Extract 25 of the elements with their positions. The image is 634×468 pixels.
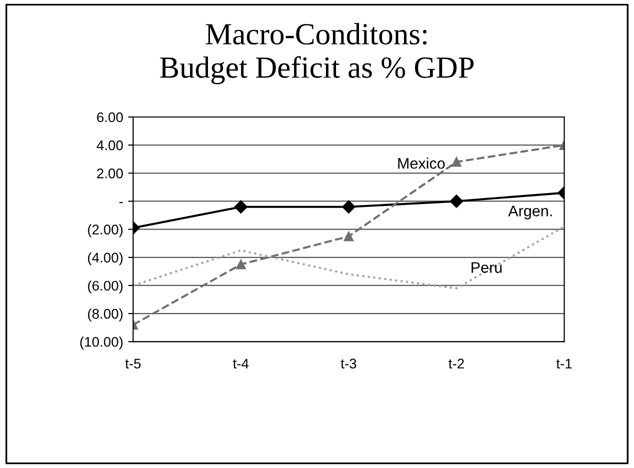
point xyxy=(234,200,248,214)
x-tick-label: t-5 xyxy=(125,358,141,369)
x-tick-label: t-1 xyxy=(556,358,572,368)
y-tick-label: - xyxy=(119,202,123,204)
point xyxy=(344,231,354,242)
y-tick-label: (4.00) xyxy=(88,252,123,266)
y-tick-label: 2.00 xyxy=(97,168,123,178)
point xyxy=(452,157,462,167)
point xyxy=(236,260,246,270)
series-label: Argen. xyxy=(508,206,552,220)
x-tick-label: t-3 xyxy=(340,358,356,369)
x-tick-label: t-4 xyxy=(233,358,249,368)
y-tick-label: 4.00 xyxy=(96,140,123,150)
chart-title: Macro-Conditons: Budget Deficit as % GDP xyxy=(160,23,474,84)
series-label: Mexico xyxy=(398,158,445,169)
y-tick-label: (10.00) xyxy=(80,336,123,350)
line-series xyxy=(133,225,564,290)
y-tick-label: (8.00) xyxy=(88,308,123,322)
point xyxy=(450,194,464,208)
y-tick-label: 6.00 xyxy=(97,112,123,122)
series-label: Peru xyxy=(472,262,502,273)
y-tick-label: (2.00) xyxy=(88,224,123,238)
point xyxy=(342,200,356,214)
y-tick-label: (6.00) xyxy=(88,280,123,294)
x-tick-label: t-2 xyxy=(448,358,464,368)
